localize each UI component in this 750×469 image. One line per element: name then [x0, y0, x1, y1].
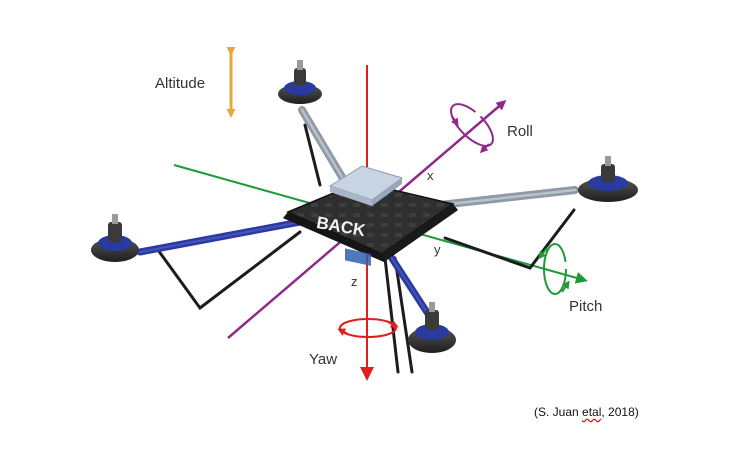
flight-controller: [328, 165, 404, 266]
z-axis-label: z: [351, 274, 358, 289]
x-axis-label: x: [427, 168, 434, 183]
motor-rear-right: [408, 302, 456, 353]
yaw-label: Yaw: [309, 351, 338, 368]
motor-front-left: [278, 60, 322, 104]
y-axis-label: y: [434, 242, 441, 257]
pitch-label: Pitch: [569, 298, 603, 315]
citation-etal: etal: [582, 405, 602, 419]
roll-rotation-arrow: [450, 103, 494, 154]
altitude-label: Altitude: [155, 75, 206, 92]
citation-suffix: , 2018): [601, 405, 639, 419]
roll-label: Roll: [507, 123, 533, 140]
motor-rear-left: [91, 214, 139, 262]
drone-body: [283, 181, 458, 262]
citation-prefix: (S. Juan: [534, 405, 583, 419]
pitch-rotation-arrow: [538, 243, 570, 295]
yaw-rotation-arrow: [337, 318, 399, 338]
landing-struts: [156, 123, 576, 374]
citation: (S. Juan etal, 2018): [534, 405, 639, 419]
motor-front-right: [578, 156, 638, 202]
